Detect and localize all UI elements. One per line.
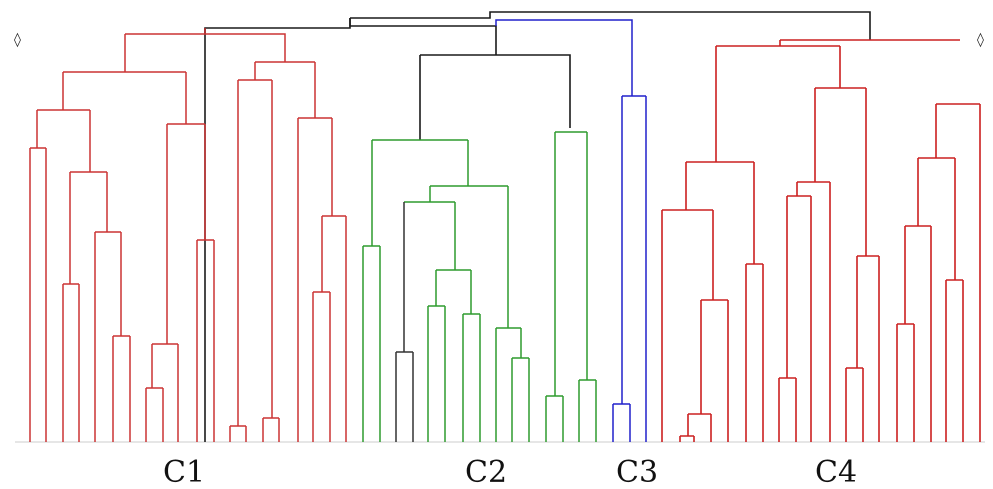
- top-links: [204, 11, 871, 442]
- cluster-label-c2: C2: [465, 455, 507, 489]
- diamond-icon: ◊: [977, 32, 984, 48]
- cluster-c3-branches: [495, 19, 647, 442]
- cluster-label-c4: C4: [815, 455, 857, 489]
- cluster-label-c3: C3: [616, 455, 658, 489]
- cluster-c2-branches: [362, 131, 597, 442]
- diamond-icon: ◊: [14, 32, 21, 48]
- cluster-label-c1: C1: [163, 455, 205, 489]
- corner-markers: ◊ ◊: [14, 32, 984, 48]
- cluster-labels: C1 C2 C3 C4: [163, 455, 857, 489]
- cluster-c4-branches: [661, 39, 981, 442]
- cluster-c2-dark-branch: [395, 202, 414, 442]
- cluster-c1-branches: [29, 28, 347, 442]
